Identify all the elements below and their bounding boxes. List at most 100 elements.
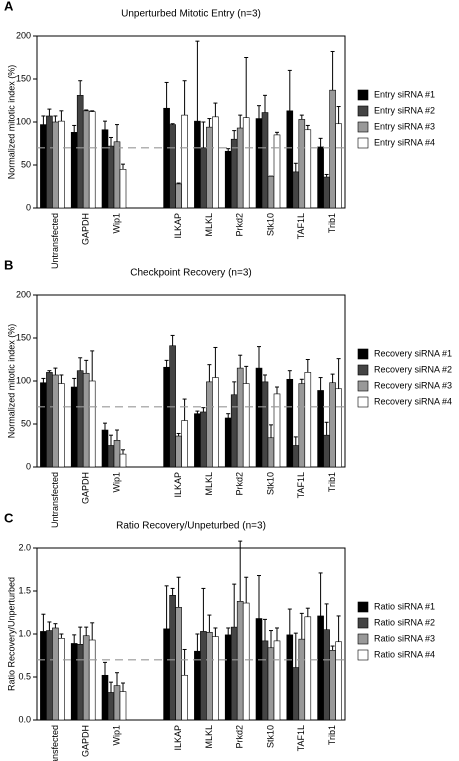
legend-label: Entry siRNA #2 bbox=[374, 105, 435, 115]
bar bbox=[52, 121, 59, 209]
bar bbox=[236, 367, 244, 468]
legend-label: Ratio siRNA #1 bbox=[374, 601, 435, 611]
x-tick-label: Stk10 bbox=[265, 213, 275, 236]
bar bbox=[107, 445, 115, 468]
x-tick-label: MLKL bbox=[204, 472, 214, 496]
bar bbox=[40, 631, 47, 721]
bar bbox=[82, 110, 90, 209]
bar bbox=[169, 594, 176, 721]
y-axis-label: Ratio Recovery/Unperturbed bbox=[6, 577, 16, 691]
bar bbox=[261, 381, 269, 468]
legend-swatch bbox=[357, 649, 369, 661]
bar bbox=[329, 650, 336, 721]
bar bbox=[286, 634, 294, 721]
bar bbox=[200, 147, 207, 209]
bar bbox=[273, 640, 281, 721]
legend-label: Ratio siRNA #4 bbox=[374, 649, 435, 659]
bar bbox=[286, 110, 294, 209]
bar bbox=[194, 650, 201, 721]
bar bbox=[286, 378, 294, 468]
bar bbox=[107, 692, 115, 721]
bar bbox=[163, 366, 170, 468]
bar bbox=[273, 134, 281, 209]
bar bbox=[46, 372, 53, 468]
bar bbox=[317, 390, 324, 468]
bar bbox=[261, 640, 269, 721]
bar bbox=[175, 183, 182, 209]
bar bbox=[58, 383, 65, 468]
y-tick-label: 0 bbox=[26, 202, 31, 212]
bar bbox=[46, 630, 53, 721]
x-tick-label: Stk10 bbox=[265, 472, 275, 495]
y-tick-label: 150 bbox=[16, 332, 31, 342]
bar bbox=[242, 383, 250, 468]
legend-swatch bbox=[357, 348, 369, 360]
bar bbox=[323, 176, 330, 209]
bar bbox=[242, 602, 250, 721]
y-tick-label: 200 bbox=[16, 289, 31, 299]
bar bbox=[273, 393, 281, 468]
bar bbox=[76, 644, 84, 721]
x-tick-label: Untransfected bbox=[50, 725, 60, 761]
bar bbox=[292, 667, 300, 721]
legend-label: Recovery siRNA #4 bbox=[374, 396, 452, 406]
panel-label: C bbox=[4, 510, 14, 525]
bar bbox=[194, 120, 201, 209]
x-tick-label: ILKAP bbox=[173, 472, 183, 498]
bar bbox=[163, 107, 170, 209]
y-axis-label: Normalized mitotic index (%) bbox=[6, 324, 16, 439]
panel-label: A bbox=[4, 0, 14, 13]
x-tick-label: Stk10 bbox=[265, 725, 275, 748]
x-tick-label: Wip1 bbox=[111, 725, 121, 746]
bar bbox=[175, 607, 182, 721]
legend-label: Entry siRNA #3 bbox=[374, 121, 435, 131]
bar bbox=[70, 386, 78, 468]
bar bbox=[169, 124, 176, 209]
bar bbox=[267, 647, 275, 721]
bar bbox=[304, 129, 312, 209]
legend-swatch bbox=[357, 105, 369, 117]
bar bbox=[335, 388, 342, 468]
bar bbox=[113, 141, 121, 209]
x-tick-label: Untransfected bbox=[50, 213, 60, 269]
bar bbox=[329, 382, 336, 468]
x-tick-label: ILKAP bbox=[173, 213, 183, 239]
x-tick-label: TAF1L bbox=[296, 725, 306, 751]
legend-label: Recovery siRNA #3 bbox=[374, 380, 452, 390]
bar bbox=[46, 115, 53, 209]
x-tick-label: TAF1L bbox=[296, 472, 306, 498]
bar bbox=[323, 434, 330, 468]
bar bbox=[175, 435, 182, 468]
bar bbox=[236, 127, 244, 209]
bar bbox=[230, 138, 238, 209]
bar bbox=[101, 429, 109, 468]
bar bbox=[101, 674, 109, 721]
bar bbox=[236, 601, 244, 721]
bar bbox=[70, 132, 78, 209]
bar bbox=[88, 111, 96, 209]
bar bbox=[230, 394, 238, 468]
bar bbox=[335, 641, 342, 721]
bar bbox=[292, 445, 300, 468]
legend-label: Recovery siRNA #1 bbox=[374, 348, 452, 358]
bar bbox=[58, 120, 65, 209]
bar bbox=[304, 372, 312, 468]
bar bbox=[70, 643, 78, 721]
bar bbox=[317, 146, 324, 209]
bar bbox=[76, 95, 84, 209]
bar bbox=[212, 636, 219, 721]
bar bbox=[88, 639, 96, 721]
chart-title: Unperturbed Mitotic Entry (n=3) bbox=[121, 9, 261, 20]
x-tick-label: Wip1 bbox=[111, 213, 121, 234]
bar bbox=[194, 413, 201, 468]
bar bbox=[113, 685, 121, 721]
legend-label: Recovery siRNA #2 bbox=[374, 364, 452, 374]
y-tick-label: 100 bbox=[16, 375, 31, 385]
bar bbox=[82, 372, 90, 468]
bar bbox=[88, 380, 96, 468]
y-tick-label: 0.0 bbox=[18, 714, 31, 724]
x-tick-label: ILKAP bbox=[173, 725, 183, 751]
legend-swatch bbox=[357, 396, 369, 408]
x-tick-label: MLKL bbox=[204, 213, 214, 237]
bar bbox=[58, 637, 65, 721]
